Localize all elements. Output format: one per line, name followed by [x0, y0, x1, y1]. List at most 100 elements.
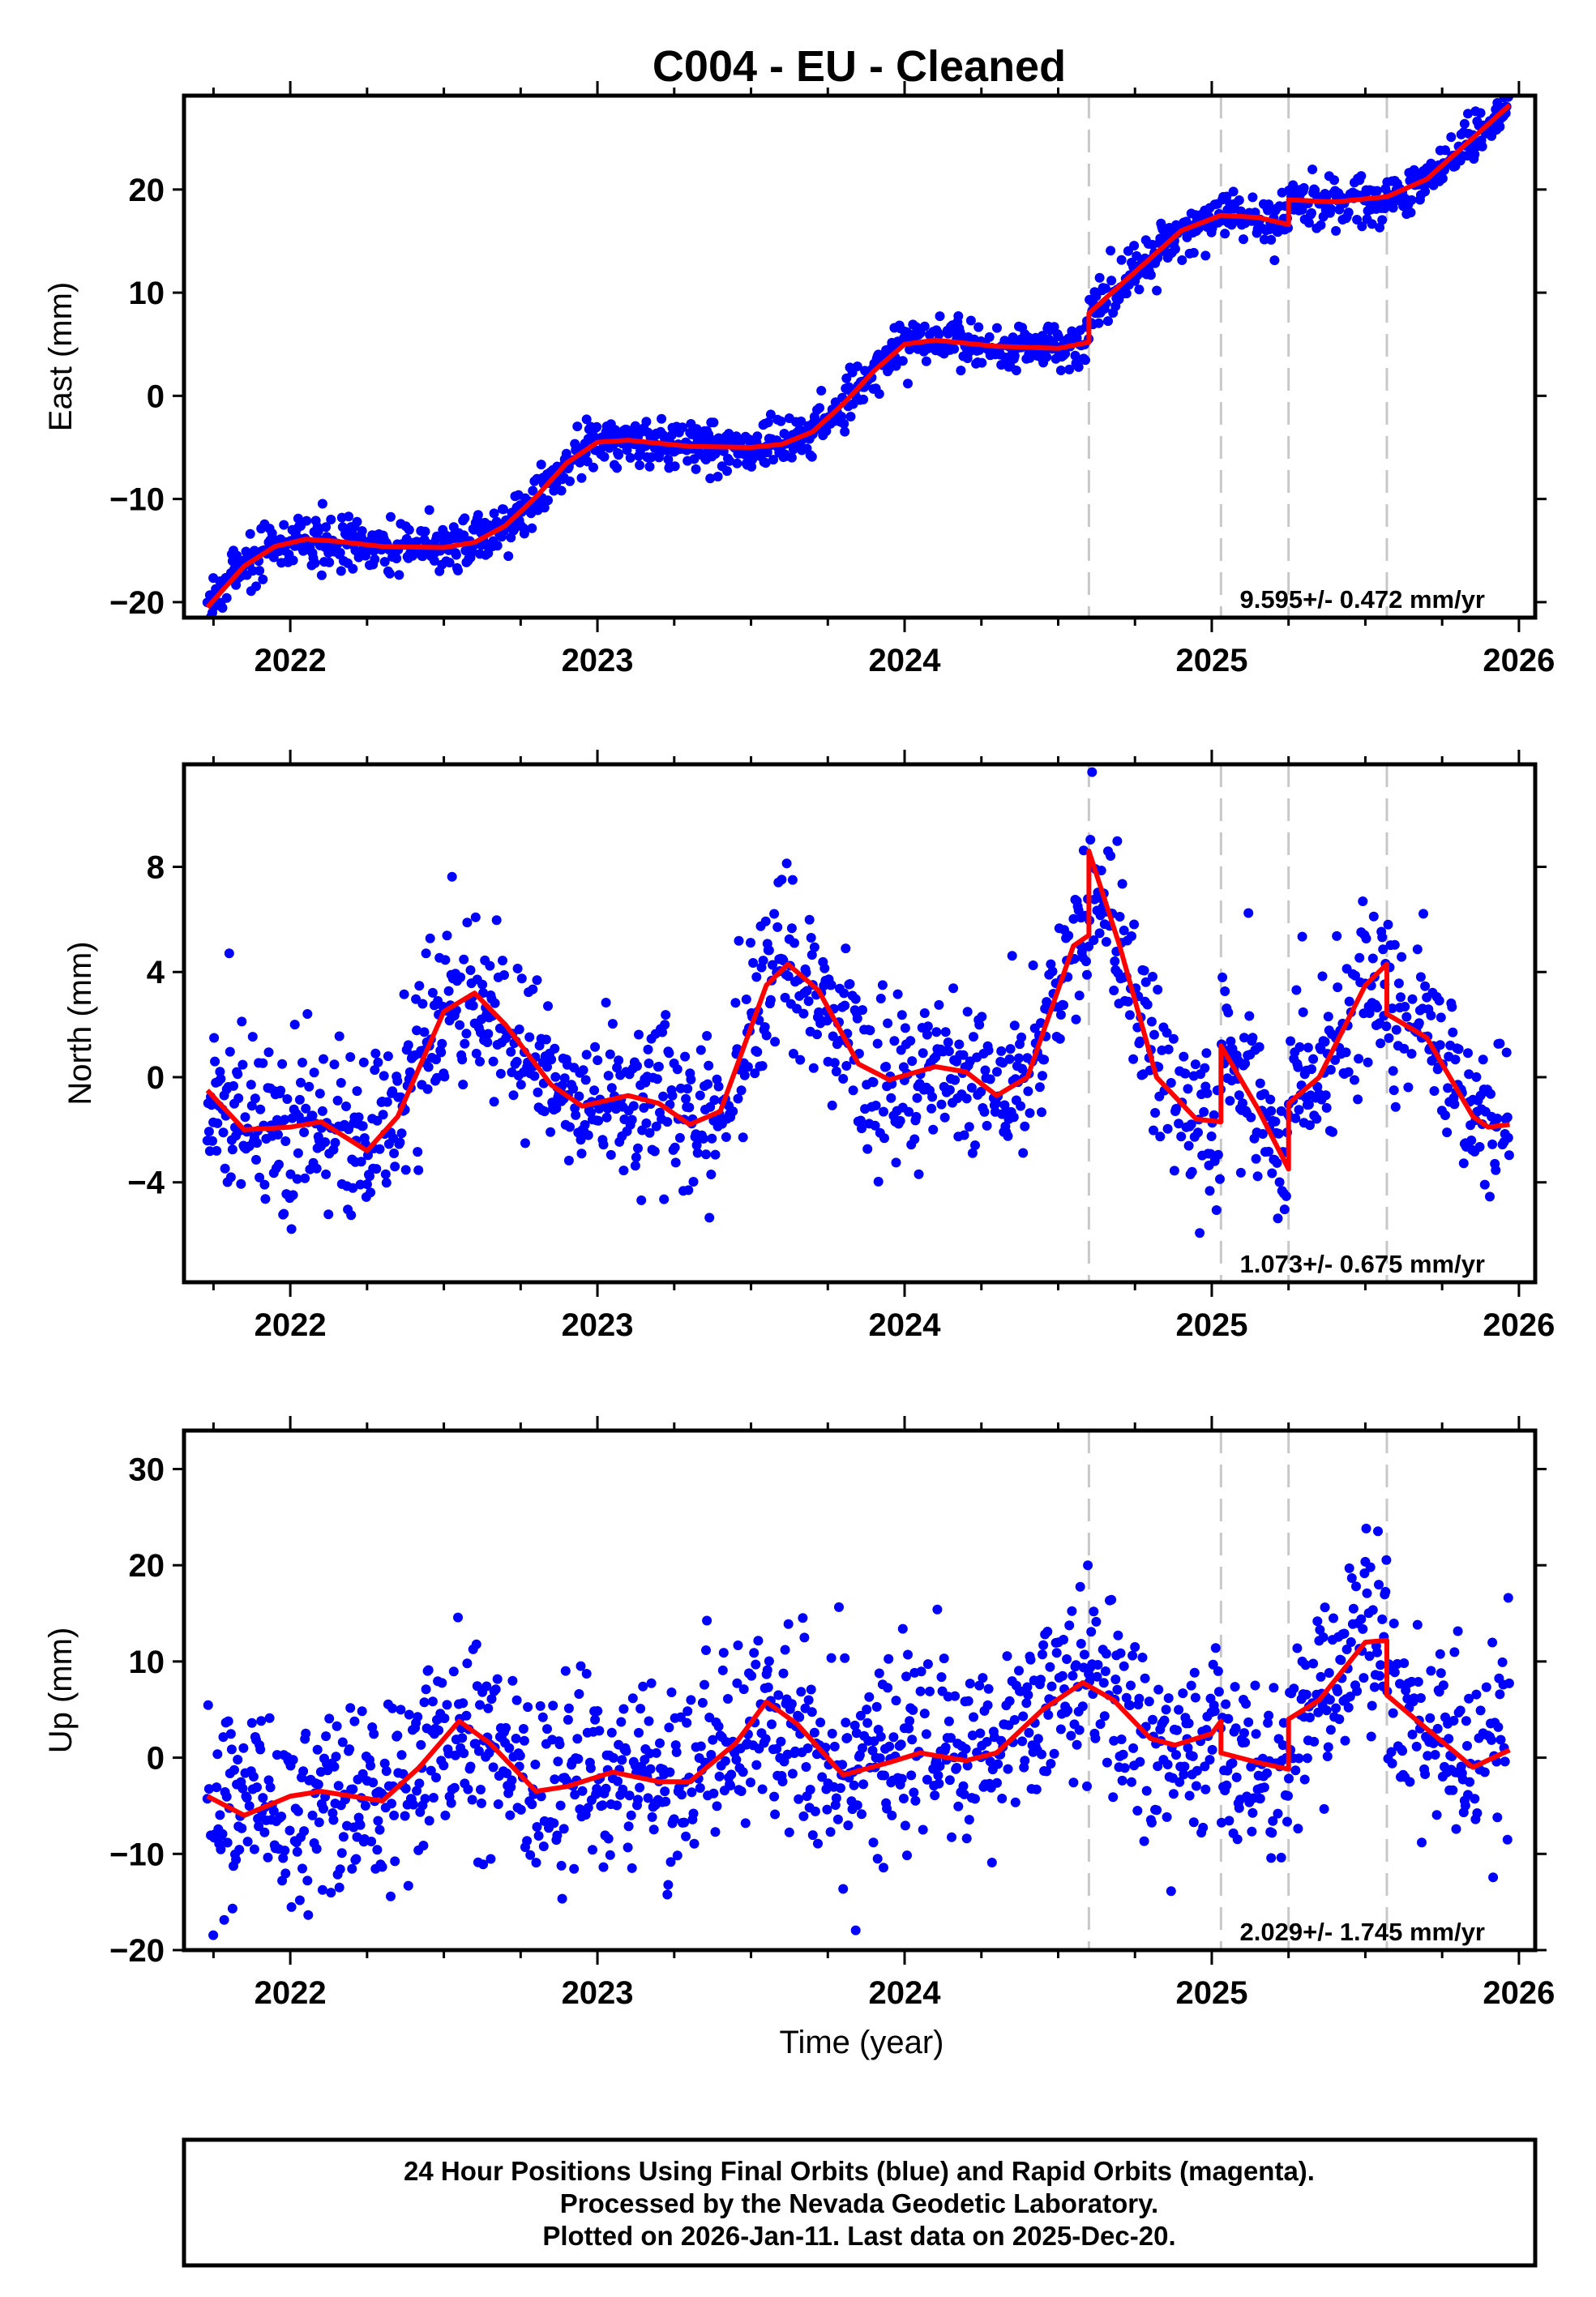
data-point: [225, 1046, 235, 1057]
data-point: [726, 1769, 737, 1780]
data-point: [254, 1821, 264, 1832]
data-point: [977, 357, 987, 368]
data-point: [829, 1058, 840, 1068]
data-point: [360, 550, 370, 561]
data-point: [1315, 1624, 1325, 1635]
data-point: [1116, 1735, 1127, 1744]
data-point: [304, 1081, 314, 1092]
data-point: [357, 1121, 368, 1131]
data-point: [1380, 203, 1390, 213]
data-point: [965, 1679, 975, 1689]
data-point: [1273, 1128, 1284, 1139]
data-point: [1080, 355, 1090, 366]
data-point: [1116, 255, 1127, 265]
data-point: [1479, 1767, 1490, 1777]
data-point: [822, 1804, 832, 1815]
data-point: [813, 1838, 823, 1849]
data-point: [701, 1149, 711, 1160]
data-point: [481, 1681, 492, 1692]
y-tick-label: 0: [147, 1060, 165, 1096]
data-point: [1470, 149, 1480, 160]
data-point: [936, 1099, 947, 1110]
data-point: [922, 1659, 933, 1670]
data-point: [688, 1177, 699, 1187]
data-point: [736, 1786, 747, 1796]
data-point: [1492, 1812, 1503, 1823]
data-point: [1007, 951, 1017, 961]
data-point: [317, 1106, 327, 1116]
x-tick-label: 2022: [255, 1307, 327, 1343]
data-point: [1134, 284, 1145, 295]
x-tick-label: 2024: [869, 643, 942, 678]
x-tick-label: 2024: [869, 1975, 942, 2011]
data-point: [413, 1165, 424, 1175]
data-point: [1397, 1746, 1408, 1756]
data-point: [852, 361, 862, 371]
data-point: [1255, 1078, 1265, 1089]
data-point: [1297, 204, 1307, 215]
data-point: [374, 1144, 385, 1154]
data-point: [809, 942, 819, 952]
model-fit-line: [205, 103, 1512, 610]
data-point: [1492, 1114, 1503, 1123]
data-point: [877, 980, 888, 990]
data-point: [352, 1086, 362, 1097]
data-point: [1137, 1653, 1148, 1662]
data-point: [1449, 1099, 1460, 1110]
data-point: [1435, 1649, 1445, 1659]
data-point: [1475, 108, 1486, 118]
data-point: [370, 554, 380, 565]
data-point: [770, 1809, 781, 1820]
data-point: [1128, 1054, 1139, 1064]
data-point: [447, 871, 457, 882]
data-point: [1014, 1666, 1024, 1676]
data-point: [278, 1853, 289, 1863]
data-point: [826, 980, 837, 990]
data-point: [768, 960, 777, 970]
data-point: [1093, 318, 1104, 328]
data-point: [907, 1056, 918, 1067]
data-point: [1265, 1094, 1276, 1105]
data-point: [1359, 1673, 1369, 1683]
data-point: [636, 1195, 647, 1205]
x-tick-label: 2023: [562, 1307, 634, 1343]
data-point: [827, 1100, 837, 1110]
data-point: [512, 964, 523, 973]
data-point: [764, 1656, 774, 1666]
data-point: [635, 460, 645, 470]
data-point: [317, 1884, 327, 1895]
data-point: [618, 1704, 629, 1714]
data-point: [1091, 291, 1102, 302]
data-point: [1234, 1090, 1244, 1101]
data-point: [1163, 1044, 1174, 1054]
data-point: [475, 1056, 485, 1067]
data-point: [476, 1785, 486, 1794]
data-point: [1356, 1614, 1367, 1624]
data-point: [458, 1698, 469, 1709]
data-point: [580, 1075, 591, 1085]
data-point: [303, 1910, 314, 1920]
data-point: [530, 1760, 541, 1769]
data-point: [750, 1068, 760, 1079]
data-point: [488, 1056, 498, 1067]
data-point: [371, 1164, 382, 1174]
data-point: [1051, 1648, 1062, 1658]
data-point: [1384, 1033, 1394, 1043]
data-point: [1020, 1756, 1030, 1766]
data-point: [499, 970, 509, 980]
data-point: [1293, 1062, 1303, 1072]
data-point: [462, 1658, 473, 1669]
data-point: [845, 979, 855, 989]
data-point: [725, 1781, 736, 1790]
data-point: [314, 1817, 324, 1828]
data-point: [1078, 845, 1089, 856]
data-point: [757, 1784, 768, 1794]
data-point: [1072, 1739, 1082, 1750]
y-tick-label: 0: [147, 1741, 165, 1777]
data-point: [714, 1771, 725, 1782]
data-point: [1449, 1647, 1460, 1658]
data-point: [233, 1069, 243, 1080]
data-point: [966, 1083, 977, 1093]
